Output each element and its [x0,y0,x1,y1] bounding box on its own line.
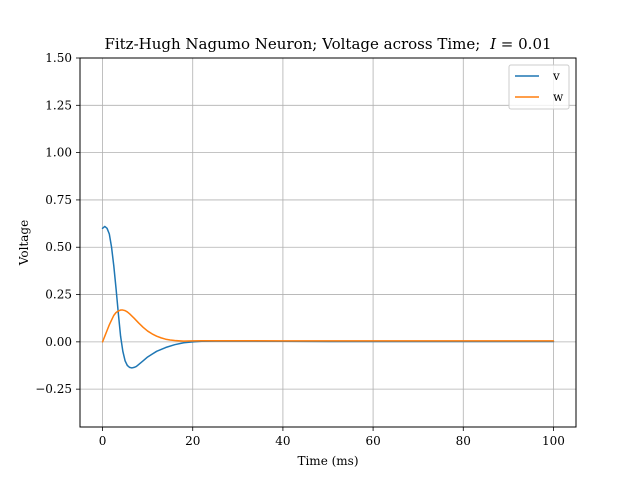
legend: vw [509,65,569,109]
x-tick-label: 100 [542,434,565,448]
chart-title-math-var: I [489,35,497,53]
x-tick-label: 60 [365,434,380,448]
plot-frame [80,58,576,427]
y-tick-label: 1.25 [45,98,72,112]
axis-ticks: 0 20 40 60 80 100 −0.25 0.00 0.25 0.50 0.75 1.00 1.2… [35,51,565,448]
y-tick-label: 0.00 [45,335,72,349]
series-line-w [103,310,554,342]
x-tick-label: 20 [185,434,200,448]
x-tick-label: 80 [456,434,471,448]
x-tick-label: 40 [275,434,290,448]
y-tick-label: 0.75 [45,193,72,207]
grid [80,58,576,427]
y-tick-label: 0.25 [45,288,72,302]
series-lines [103,226,554,368]
legend-label-v: v [552,69,560,83]
y-tick-label: −0.25 [35,382,72,396]
legend-label-w: w [553,90,564,104]
series-line-v [103,226,554,368]
y-tick-label: 0.50 [45,240,72,254]
y-tick-label: 1.50 [45,51,72,65]
x-axis-label: Time (ms) [297,454,358,468]
y-tick-label: 1.00 [45,146,72,160]
x-tick-label: 0 [99,434,107,448]
chart-title: Fitz-Hugh Nagumo Neuron; Voltage across … [104,35,551,53]
y-axis-label: Voltage [17,220,31,266]
chart-title-main: Fitz-Hugh Nagumo Neuron; Voltage across … [104,35,480,53]
chart-title-math-rest: = 0.01 [501,35,552,53]
